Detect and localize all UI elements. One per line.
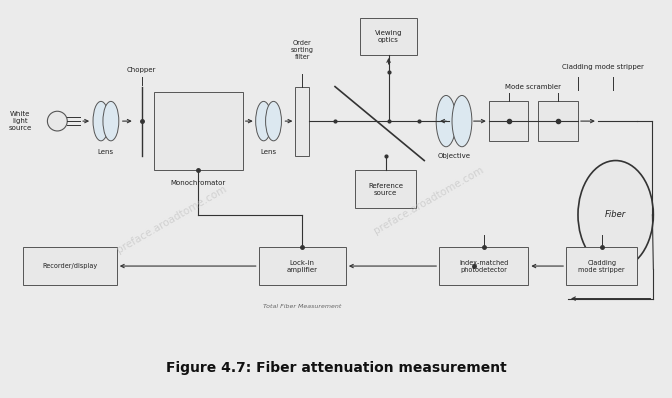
Ellipse shape (255, 101, 271, 141)
Text: Chopper: Chopper (127, 67, 157, 73)
Text: Fiber: Fiber (605, 210, 626, 219)
Bar (153, 92, 243, 170)
Text: Monochromator: Monochromator (171, 180, 226, 186)
Text: Lock-in
amplifier: Lock-in amplifier (287, 259, 318, 273)
Ellipse shape (578, 160, 653, 269)
Text: Viewing
optics: Viewing optics (375, 30, 403, 43)
Text: preface.aroadtome.com: preface.aroadtome.com (372, 164, 486, 236)
Text: Figure 4.7: Fiber attenuation measurement: Figure 4.7: Fiber attenuation measuremen… (165, 361, 507, 375)
Text: Lens: Lens (261, 149, 277, 155)
Bar (355, 170, 417, 208)
Text: Mode scrambler: Mode scrambler (505, 84, 561, 90)
Text: Cladding
mode stripper: Cladding mode stripper (579, 259, 625, 273)
Text: Recorder/display: Recorder/display (42, 263, 97, 269)
Bar (23, 247, 117, 285)
Text: Index-matched
photodetector: Index-matched photodetector (459, 259, 509, 273)
Bar (259, 247, 346, 285)
Ellipse shape (452, 96, 472, 147)
Text: preface.aroadtome.com: preface.aroadtome.com (115, 184, 228, 256)
Bar (439, 247, 528, 285)
Ellipse shape (265, 101, 282, 141)
Text: Total Fiber Measurement: Total Fiber Measurement (263, 304, 341, 308)
Text: Order
sorting
filter: Order sorting filter (291, 40, 314, 60)
Ellipse shape (93, 101, 109, 141)
Bar (360, 18, 417, 55)
Circle shape (48, 111, 67, 131)
Bar (489, 101, 528, 141)
Text: Objective: Objective (437, 153, 470, 159)
Text: Cladding mode stripper: Cladding mode stripper (562, 64, 644, 70)
Bar (566, 247, 638, 285)
Ellipse shape (436, 96, 456, 147)
Text: Lens: Lens (98, 149, 114, 155)
Bar (295, 87, 309, 156)
Bar (538, 101, 578, 141)
Ellipse shape (103, 101, 119, 141)
Text: Reference
source: Reference source (368, 183, 403, 196)
Text: White
light
source: White light source (9, 111, 32, 131)
